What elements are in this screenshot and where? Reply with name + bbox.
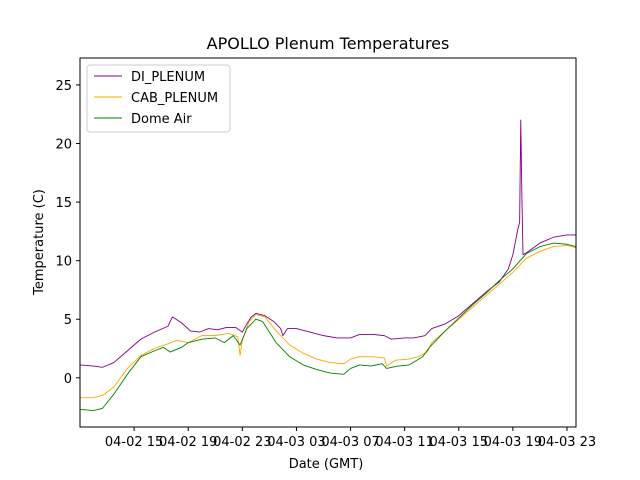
plot-frame: [79, 57, 577, 428]
y-tick-label: 15: [55, 196, 72, 211]
x-tick-label: 04-03 07: [321, 435, 379, 450]
x-tick-label: 04-03 19: [484, 435, 542, 450]
y-tick-label: 0: [64, 372, 72, 387]
x-tick-label: 04-02 23: [213, 435, 271, 450]
y-tick-label: 25: [55, 79, 72, 94]
y-axis: 0 5 10 15 20 25: [55, 79, 80, 387]
y-axis-label: Temperature (C): [32, 189, 47, 296]
series-layer: [79, 119, 577, 412]
legend: DI_PLENUM CAB_PLENUM Dome Air: [86, 64, 231, 133]
y-tick-label: 20: [55, 138, 72, 153]
legend-label: Dome Air: [131, 112, 192, 127]
x-tick-label: 04-02 15: [105, 435, 163, 450]
x-tick-label: 04-02 19: [159, 435, 217, 450]
legend-box: [86, 64, 231, 133]
y-tick-label: 5: [64, 313, 72, 328]
series-line-dome-air: [79, 242, 577, 412]
series-line-cab-plenum: [80, 244, 577, 399]
chart-title: APOLLO Plenum Temperatures: [207, 34, 450, 53]
legend-label: DI_PLENUM: [131, 70, 205, 85]
x-tick-label: 04-03 15: [430, 435, 488, 450]
legend-label: CAB_PLENUM: [131, 91, 218, 106]
x-tick-label: 04-03 03: [267, 435, 325, 450]
x-axis-label: Date (GMT): [289, 457, 364, 472]
y-tick-label: 10: [55, 255, 72, 270]
x-tick-label: 04-03 11: [375, 435, 433, 450]
x-tick-label: 04-03 23: [538, 435, 596, 450]
series-line-di-plenum: [79, 119, 576, 368]
